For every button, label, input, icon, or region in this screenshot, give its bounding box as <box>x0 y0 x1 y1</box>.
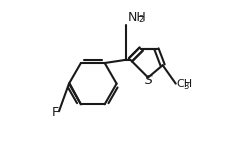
Text: NH: NH <box>128 11 147 24</box>
Text: F: F <box>52 106 59 119</box>
Text: 3: 3 <box>184 82 189 91</box>
Text: CH: CH <box>177 79 193 89</box>
Text: 2: 2 <box>138 15 144 24</box>
Text: S: S <box>145 74 153 87</box>
